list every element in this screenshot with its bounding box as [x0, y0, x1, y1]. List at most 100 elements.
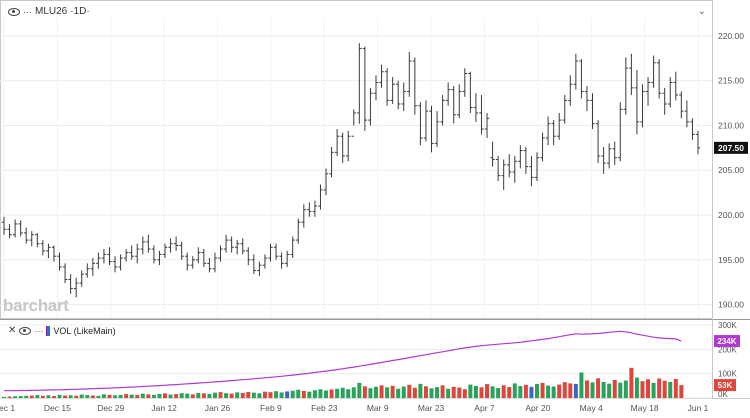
- ohlc-bar: [390, 77, 395, 104]
- volume-tick-label: 0K: [718, 390, 728, 399]
- volume-bar: [479, 387, 484, 398]
- ohlc-bar: [185, 252, 190, 271]
- volume-bar: [262, 391, 267, 398]
- ohlc-bar: [251, 254, 257, 275]
- ohlc-bar: [223, 234, 229, 253]
- more-options-icon[interactable]: ···: [23, 6, 32, 17]
- volume-bar: [618, 382, 623, 398]
- ohlc-bar: [196, 247, 201, 264]
- ohlc-bar: [135, 243, 140, 264]
- time-tick-label: Feb 23: [311, 403, 338, 413]
- volume-bar: [351, 387, 356, 398]
- volume-bar: [401, 386, 406, 398]
- ohlc-bar: [290, 236, 295, 258]
- ohlc-bar: [68, 274, 73, 294]
- ohlc-bar: [451, 86, 456, 124]
- ohlc-bar: [623, 57, 629, 115]
- price-tick-label: 220.00: [718, 31, 744, 41]
- ohlc-bar: [1, 216, 7, 235]
- volume-bar: [357, 382, 362, 398]
- volume-bar: [507, 387, 512, 398]
- ohlc-bar: [673, 71, 678, 101]
- volume-bar: [385, 387, 390, 398]
- volume-bar: [490, 386, 495, 398]
- ohlc-bar: [40, 240, 46, 256]
- volume-bar: [218, 392, 223, 398]
- time-tick-label: Jun 1: [688, 403, 709, 413]
- chevron-down-icon[interactable]: ⌄: [697, 6, 706, 17]
- volume-bar: [2, 396, 6, 398]
- volume-bar: [590, 382, 595, 398]
- volume-bar: [296, 389, 301, 398]
- price-tick-label: 205.00: [718, 165, 744, 175]
- volume-bar: [390, 385, 395, 398]
- ohlc-bar: [379, 64, 384, 88]
- volume-bar: [96, 395, 101, 398]
- ohlc-bar: [268, 243, 273, 262]
- ohlc-bar: [201, 249, 207, 267]
- volume-bar: [107, 394, 112, 398]
- eye-icon[interactable]: [19, 326, 32, 335]
- volume-bar: [63, 395, 68, 398]
- eye-icon[interactable]: [8, 7, 20, 16]
- volume-bar: [140, 393, 145, 398]
- volume-bar: [546, 385, 551, 398]
- volume-bar: [151, 394, 156, 398]
- volume-bar: [612, 379, 617, 398]
- ohlc-bar: [606, 143, 612, 169]
- ohlc-bar: [207, 258, 212, 273]
- interval-label: ·1D·: [70, 6, 90, 17]
- ohlc-bar: [445, 82, 451, 106]
- ohlc-bar: [629, 53, 634, 96]
- ohlc-bar: [240, 238, 245, 255]
- volume-bar: [290, 390, 295, 398]
- color-swatch-icon[interactable]: [46, 325, 51, 336]
- volume-bar: [24, 395, 29, 398]
- ohlc-bar: [418, 102, 423, 146]
- ohlc-bar: [512, 155, 517, 183]
- volume-panel-header: ✕ ··· VOL (LikeMain): [8, 325, 116, 336]
- ohlc-bar: [190, 256, 195, 269]
- ohlc-bar: [273, 243, 279, 260]
- ohlc-bar: [479, 95, 484, 135]
- volume-bar: [551, 386, 556, 398]
- time-tick-label: Dec 29: [97, 403, 124, 413]
- price-tick-label: 210.00: [718, 120, 744, 130]
- ohlc-bar: [440, 95, 445, 126]
- volume-bar: [51, 396, 56, 398]
- ohlc-bar: [695, 130, 701, 155]
- last-volume-label: 53K: [718, 381, 733, 390]
- ohlc-bar: [473, 93, 479, 122]
- volume-bar: [40, 395, 45, 398]
- ohlc-bar: [568, 75, 573, 106]
- ohlc-bar: [612, 141, 617, 165]
- volume-bar: [201, 393, 206, 398]
- volume-bar: [207, 393, 212, 398]
- ohlc-bar: [551, 120, 556, 146]
- volume-bar: [118, 395, 123, 398]
- volume-average-label: 234K: [717, 337, 736, 346]
- time-tick-label: Mar 23: [418, 403, 445, 413]
- volume-panel-label: VOL (LikeMain): [53, 325, 116, 336]
- volume-bar: [396, 388, 401, 398]
- volume-bar: [163, 393, 168, 398]
- ohlc-bar: [523, 146, 529, 174]
- volume-bar: [473, 385, 478, 398]
- ohlc-bar: [529, 155, 534, 187]
- last-price-label: 207.50: [718, 143, 744, 153]
- ohlc-bar: [395, 80, 401, 110]
- ohlc-bar: [662, 87, 667, 115]
- ohlc-bar: [634, 69, 640, 135]
- ohlc-bar: [90, 258, 96, 276]
- more-options-icon[interactable]: ···: [34, 325, 44, 336]
- last-price-badge: [714, 141, 748, 154]
- close-icon[interactable]: ✕: [8, 325, 17, 336]
- volume-bar: [185, 393, 190, 398]
- ohlc-bar: [301, 204, 307, 228]
- ohlc-bar: [118, 254, 123, 271]
- volume-bar: [540, 382, 545, 398]
- ohlc-bar: [590, 93, 595, 130]
- volume-bar: [640, 381, 645, 398]
- ohlc-bar: [423, 100, 429, 142]
